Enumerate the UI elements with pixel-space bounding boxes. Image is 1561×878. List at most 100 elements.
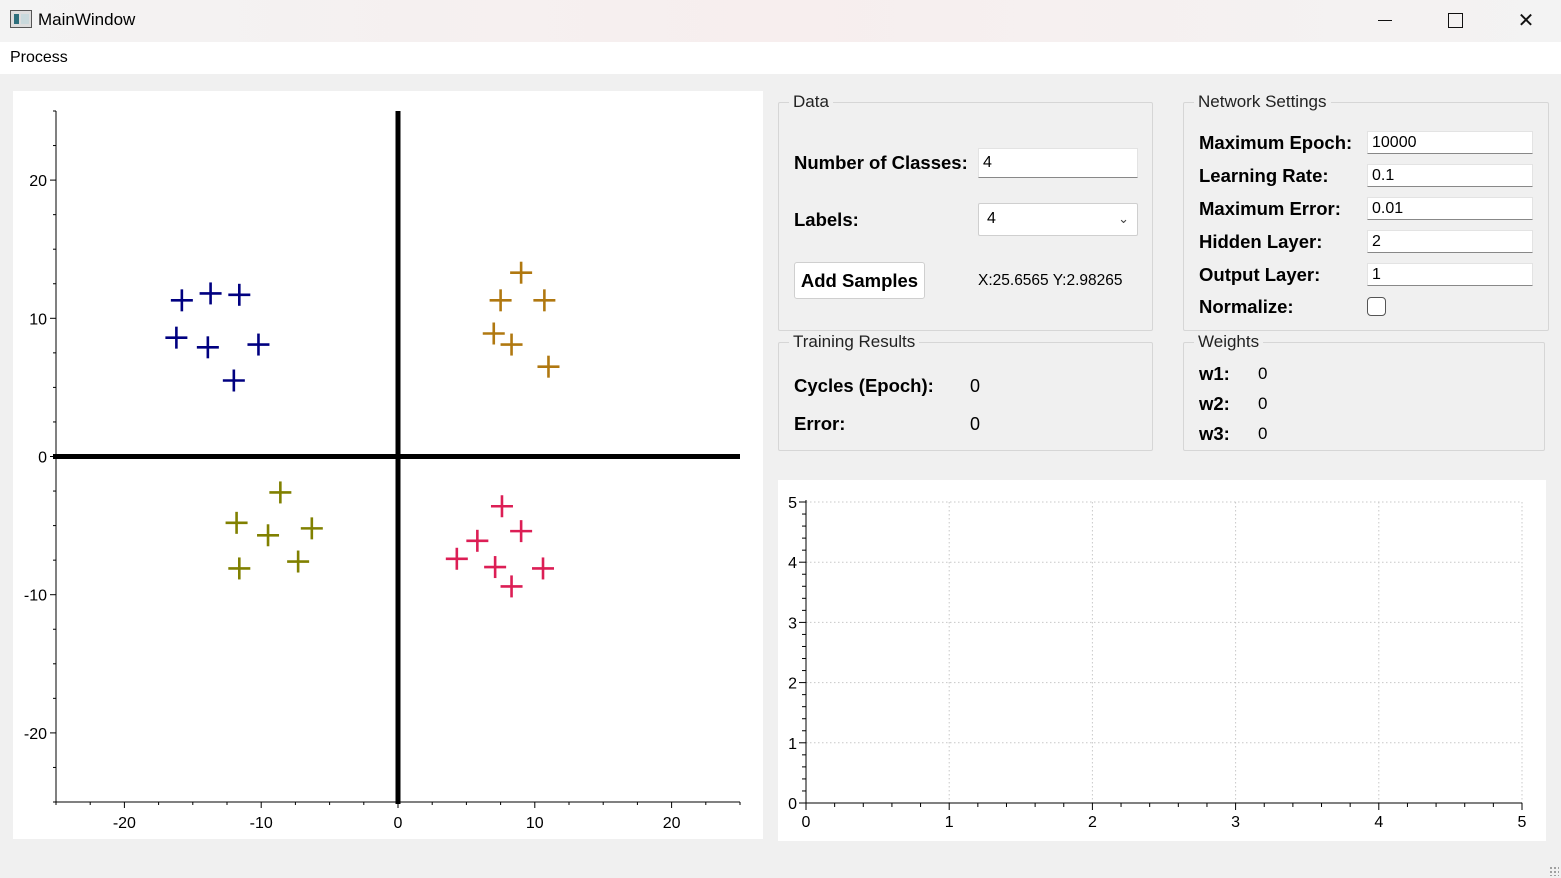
- data-point-class-3: [228, 557, 251, 580]
- x-tick-label: 20: [663, 815, 681, 832]
- error-plot-panel[interactable]: 0 1 2 3 4 5 0 1 2 3 4 5: [778, 480, 1546, 841]
- data-point-class-4: [510, 520, 533, 543]
- y-tick-label: 5: [788, 495, 797, 512]
- y-tick-label: 2: [788, 676, 797, 693]
- y-tick-label: 4: [788, 555, 797, 572]
- data-point-class-1: [247, 333, 270, 356]
- coords-readout: X:25.6565 Y:2.98265: [978, 272, 1123, 289]
- max-error-input[interactable]: [1367, 197, 1533, 220]
- x-tick-label: 0: [802, 814, 811, 831]
- hidden-layer-input[interactable]: [1367, 230, 1533, 253]
- data-point-class-4: [532, 557, 555, 580]
- data-point-class-1: [199, 282, 222, 305]
- menu-bar: Process: [0, 42, 1561, 74]
- learning-rate-label: Learning Rate:: [1199, 165, 1329, 186]
- data-point-class-3: [300, 517, 323, 540]
- minimize-button[interactable]: [1350, 0, 1420, 40]
- data-point-class-4: [490, 495, 513, 518]
- x-tick-label: 5: [1518, 814, 1527, 831]
- data-point-class-2: [489, 289, 512, 312]
- data-group-title: Data: [789, 92, 833, 112]
- learning-rate-input[interactable]: [1367, 164, 1533, 187]
- cycles-label: Cycles (Epoch):: [794, 375, 934, 396]
- max-error-label: Maximum Error:: [1199, 198, 1341, 219]
- y-tick-label: 0: [38, 450, 47, 467]
- x-tick-label: 1: [945, 814, 954, 831]
- labels-select-value: 4: [987, 210, 996, 227]
- w1-value: 0: [1258, 364, 1268, 383]
- maximize-icon: [1447, 12, 1463, 28]
- number-of-classes-label: Number of Classes:: [794, 152, 968, 173]
- max-epoch-input[interactable]: [1367, 131, 1533, 154]
- data-point-class-4: [500, 575, 523, 598]
- error-value: 0: [970, 414, 981, 434]
- output-layer-input[interactable]: [1367, 263, 1533, 286]
- cycles-value: 0: [970, 376, 981, 396]
- weights-title: Weights: [1194, 332, 1264, 352]
- x-tick-label: 2: [1088, 814, 1097, 831]
- labels-select[interactable]: 4 ⌄: [978, 203, 1138, 236]
- data-point-class-2: [537, 355, 560, 378]
- x-tick-label: 10: [526, 815, 544, 832]
- hidden-layer-label: Hidden Layer:: [1199, 231, 1323, 252]
- x-tick-label: 0: [394, 815, 403, 832]
- data-point-class-2: [510, 261, 533, 284]
- data-point-class-2: [533, 289, 556, 312]
- max-epoch-label: Maximum Epoch:: [1199, 132, 1353, 153]
- chevron-down-icon: ⌄: [1118, 211, 1129, 226]
- data-point-class-1: [228, 283, 251, 306]
- training-results-title: Training Results: [789, 332, 920, 352]
- data-point-class-3: [287, 550, 310, 573]
- data-point-class-4: [445, 547, 468, 570]
- y-tick-label: 10: [29, 311, 47, 328]
- w2-value: 0: [1258, 394, 1268, 413]
- data-group: Data Number of Classes: 4 ⌄ Labels: Add …: [778, 92, 1153, 331]
- y-tick-label: 3: [788, 615, 797, 632]
- w3-label: w3:: [1199, 423, 1230, 444]
- w2-label: w2:: [1199, 393, 1230, 414]
- data-point-class-4: [466, 529, 489, 552]
- network-settings-title: Network Settings: [1194, 92, 1331, 112]
- y-tick-label: 0: [788, 796, 797, 813]
- data-point-class-2: [482, 322, 505, 345]
- y-tick-label: -20: [24, 726, 47, 743]
- number-of-classes-input[interactable]: [978, 148, 1138, 178]
- resize-grip[interactable]: [1549, 866, 1559, 876]
- maximize-button[interactable]: [1420, 0, 1490, 40]
- data-point-class-1: [165, 326, 188, 349]
- x-tick-label: 3: [1231, 814, 1240, 831]
- training-results-group: Training Results Cycles (Epoch): 0 Error…: [778, 332, 1153, 451]
- data-point-class-1: [222, 369, 245, 392]
- normalize-label: Normalize:: [1199, 296, 1294, 317]
- error-plot[interactable]: 0 1 2 3 4 5 0 1 2 3 4 5: [778, 480, 1546, 841]
- close-icon: ✕: [1517, 9, 1535, 32]
- w1-label: w1:: [1199, 363, 1230, 384]
- close-button[interactable]: ✕: [1491, 0, 1561, 40]
- menu-process[interactable]: Process: [10, 49, 68, 66]
- scatter-plot-panel[interactable]: -20 -10 0 10 20 -20 -10 0 10 20: [13, 91, 763, 839]
- x-tick-label: -10: [250, 815, 273, 832]
- data-point-class-1: [196, 336, 219, 359]
- data-point-class-3: [257, 524, 280, 547]
- y-tick-label: -10: [24, 588, 47, 605]
- weights-group: Weights w1: 0 w2: 0 w3: 0: [1183, 332, 1545, 451]
- app-window-icon: [10, 10, 32, 28]
- output-layer-label: Output Layer:: [1199, 264, 1321, 285]
- scatter-plot[interactable]: -20 -10 0 10 20 -20 -10 0 10 20: [13, 91, 763, 839]
- network-settings-group: Network Settings Maximum Epoch: Learning…: [1183, 92, 1549, 331]
- add-samples-button[interactable]: Add Samples: [794, 262, 925, 299]
- window-title: MainWindow: [38, 10, 136, 29]
- w3-value: 0: [1258, 424, 1268, 443]
- normalize-checkbox[interactable]: [1367, 297, 1386, 316]
- x-tick-label: 4: [1374, 814, 1383, 831]
- title-bar: MainWindow ✕: [0, 0, 1561, 42]
- data-point-class-1: [170, 289, 193, 312]
- data-point-class-2: [500, 333, 523, 356]
- y-tick-label: 1: [788, 736, 797, 753]
- error-label: Error:: [794, 413, 846, 434]
- labels-label: Labels:: [794, 209, 859, 230]
- data-point-class-3: [269, 481, 292, 504]
- y-tick-label: 20: [29, 173, 47, 190]
- x-tick-label: -20: [113, 815, 136, 832]
- data-point-class-4: [484, 556, 507, 579]
